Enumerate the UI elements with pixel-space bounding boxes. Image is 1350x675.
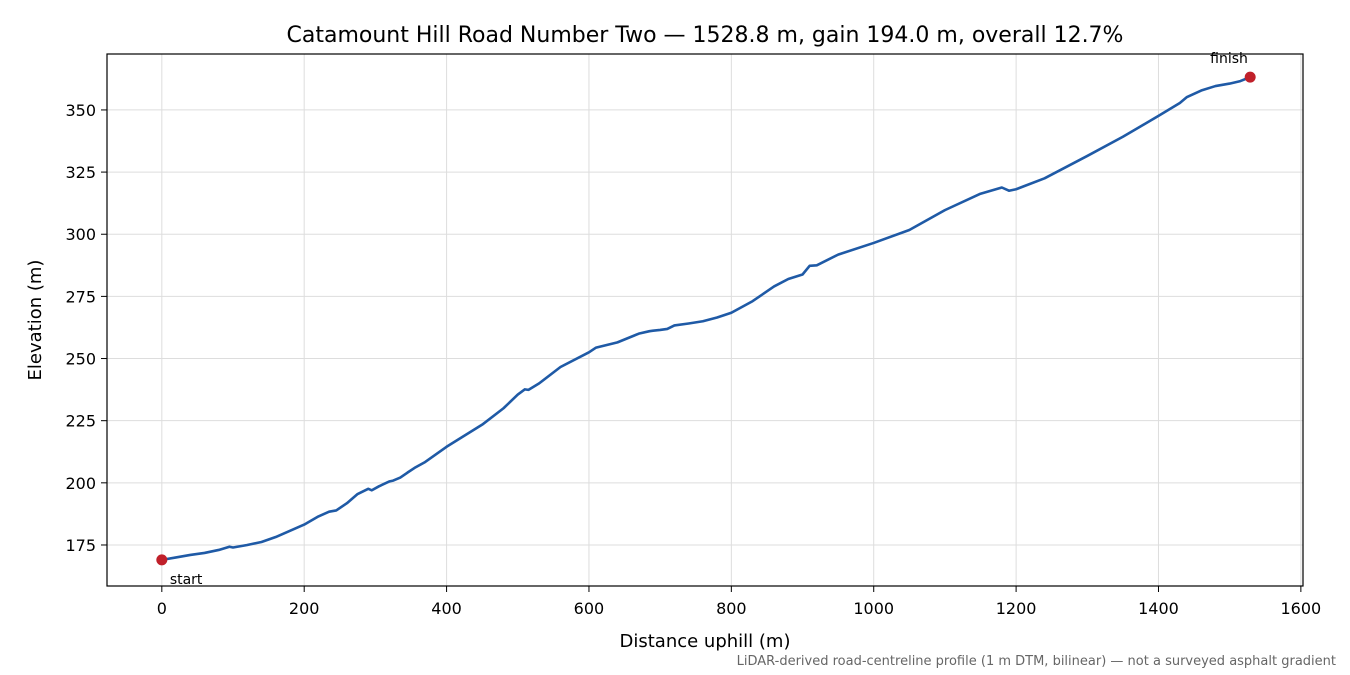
x-tick-label: 800 xyxy=(716,599,747,618)
series-layer xyxy=(160,75,1252,562)
y-tick-label: 250 xyxy=(65,350,96,369)
x-tick-label: 1600 xyxy=(1281,599,1322,618)
footnote: LiDAR-derived road-centreline profile (1… xyxy=(737,654,1336,669)
ticks-layer: 0 200 400 600 800 1000 1200 1400 1600 175 200 225 25… xyxy=(65,101,1321,618)
x-tick-label: 0 xyxy=(157,599,167,618)
y-tick-label: 175 xyxy=(65,536,96,555)
y-tick-label: 325 xyxy=(65,163,96,182)
x-tick-label: 1000 xyxy=(853,599,894,618)
x-axis-label: Distance uphill (m) xyxy=(620,631,791,652)
y-tick-label: 200 xyxy=(65,474,96,493)
y-tick-label: 350 xyxy=(65,101,96,120)
start-marker xyxy=(156,554,168,566)
annotations-layer: start finish xyxy=(170,51,1248,588)
x-tick-label: 600 xyxy=(574,599,605,618)
elevation-profile-line xyxy=(160,75,1252,562)
y-tick-label: 300 xyxy=(65,225,96,244)
x-tick-label: 1400 xyxy=(1138,599,1179,618)
finish-marker xyxy=(1244,71,1256,83)
grid xyxy=(107,54,1303,586)
chart-title: Catamount Hill Road Number Two — 1528.8 … xyxy=(287,23,1124,48)
finish-label: finish xyxy=(1210,51,1248,67)
y-axis-label: Elevation (m) xyxy=(25,260,46,381)
y-tick-label: 225 xyxy=(65,412,96,431)
x-tick-label: 400 xyxy=(431,599,462,618)
x-tick-label: 1200 xyxy=(996,599,1037,618)
plot-frame xyxy=(106,53,1304,587)
start-label: start xyxy=(170,572,203,588)
y-tick-label: 275 xyxy=(65,287,96,306)
markers-layer xyxy=(156,71,1256,566)
x-tick-label: 200 xyxy=(289,599,320,618)
